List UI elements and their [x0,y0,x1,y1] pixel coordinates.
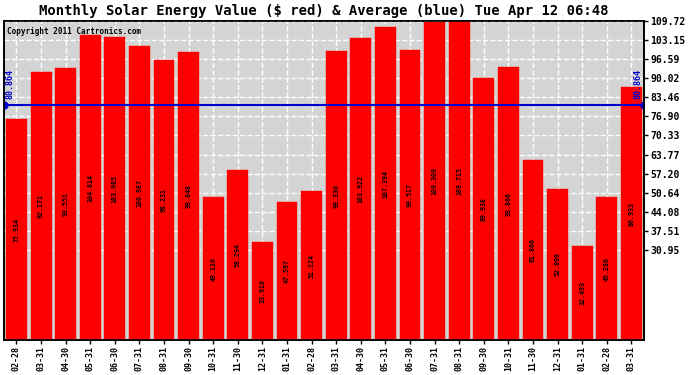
Bar [424,22,445,340]
Bar [55,68,76,340]
Text: 86.933: 86.933 [629,202,634,226]
Bar [596,197,617,340]
Bar [104,38,126,340]
Bar [30,72,52,340]
Text: 93.866: 93.866 [505,192,511,216]
Text: 92.171: 92.171 [38,194,44,218]
Title: Monthly Solar Energy Value ($ red) & Average (blue) Tue Apr 12 06:48: Monthly Solar Energy Value ($ red) & Ave… [39,4,609,18]
Text: 58.294: 58.294 [235,243,241,267]
Bar [621,87,642,340]
Text: 99.517: 99.517 [407,183,413,207]
Bar [400,51,420,340]
Text: 33.910: 33.910 [259,279,266,303]
Bar [448,21,470,340]
Text: 107.394: 107.394 [382,170,388,198]
Bar [351,38,371,340]
Text: 49.110: 49.110 [210,257,216,281]
Text: 100.987: 100.987 [137,179,142,207]
Text: 109.309: 109.309 [431,167,437,195]
Bar [375,27,396,340]
Text: 96.231: 96.231 [161,188,167,212]
Text: 61.806: 61.806 [530,238,536,262]
Bar [473,78,494,340]
Text: 103.922: 103.922 [358,175,364,203]
Text: 99.048: 99.048 [186,184,192,208]
Text: 89.938: 89.938 [481,197,486,221]
Text: 80.864: 80.864 [633,69,642,99]
Text: 32.493: 32.493 [579,281,585,305]
Bar [326,51,346,340]
Bar [6,119,27,340]
Text: 103.985: 103.985 [112,175,118,203]
Bar [301,191,322,340]
Bar [129,46,150,340]
Text: 104.814: 104.814 [87,174,93,202]
Text: 49.286: 49.286 [604,256,610,280]
Bar [498,67,519,340]
Bar [203,197,224,340]
Bar [572,246,593,340]
Bar [80,35,101,340]
Text: Copyright 2011 Cartronics.com: Copyright 2011 Cartronics.com [8,27,141,36]
Text: 47.597: 47.597 [284,259,290,283]
Bar [228,171,248,340]
Bar [252,242,273,340]
Bar [547,189,568,340]
Text: 51.224: 51.224 [308,254,315,278]
Text: 80.864: 80.864 [6,69,14,99]
Bar [154,60,175,340]
Bar [178,52,199,340]
Bar [522,160,544,340]
Text: 99.330: 99.330 [333,184,339,208]
Text: 75.934: 75.934 [14,218,19,242]
Text: 93.551: 93.551 [63,192,68,216]
Bar [277,202,297,340]
Text: 52.090: 52.090 [555,252,560,276]
Text: 109.715: 109.715 [456,166,462,195]
